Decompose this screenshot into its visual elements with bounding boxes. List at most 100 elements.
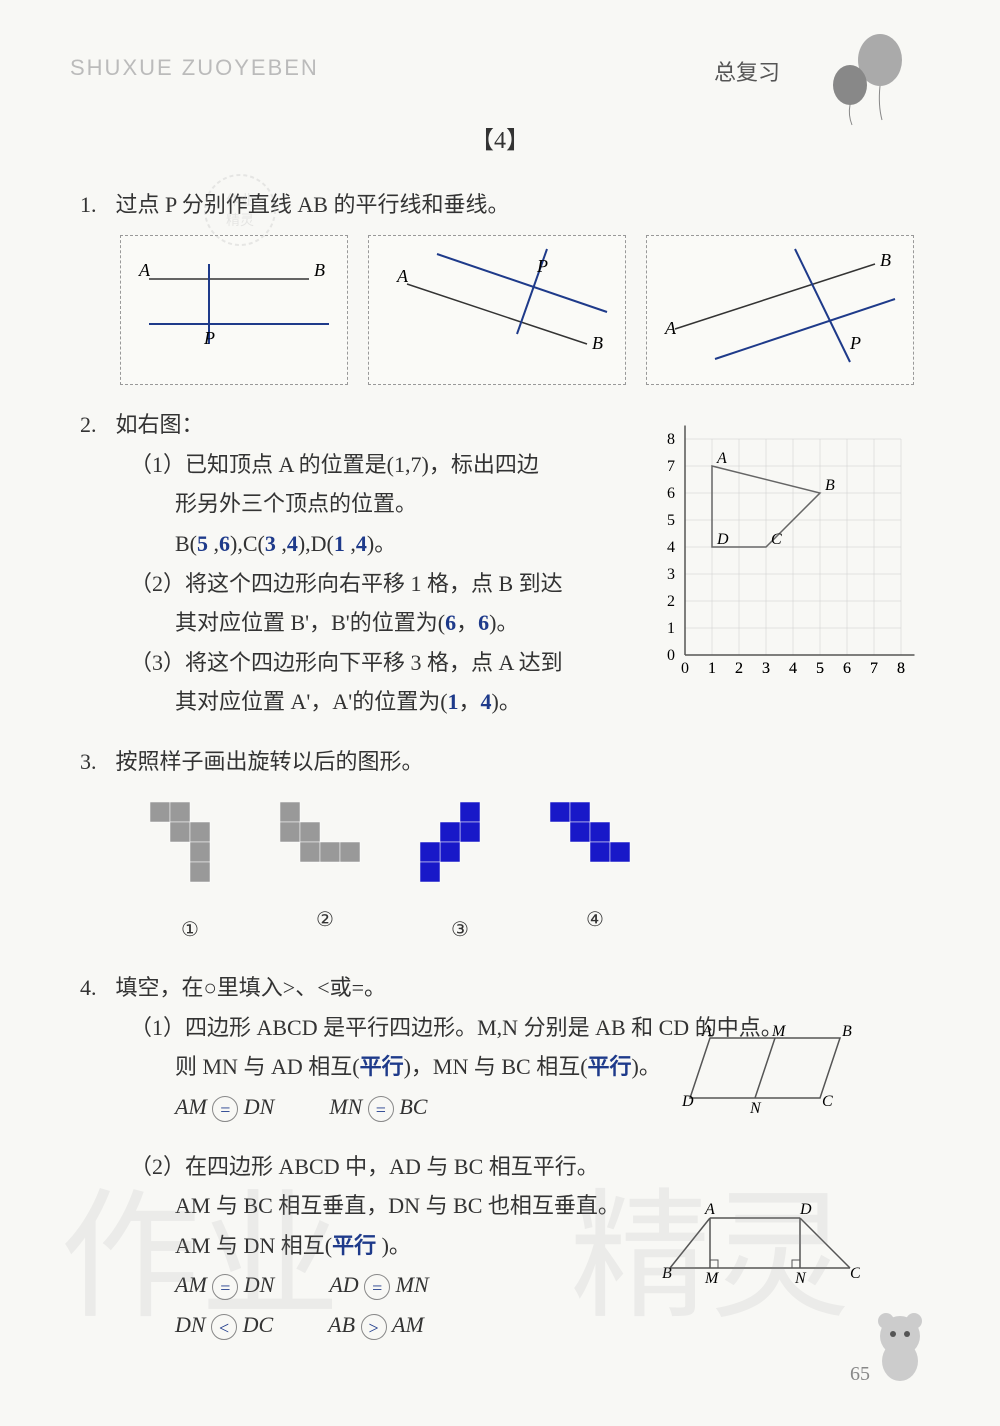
- svg-text:4: 4: [667, 539, 675, 556]
- q1-num: 1.: [80, 185, 110, 225]
- svg-text:A: A: [704, 1201, 715, 1218]
- q2-sub3a: （3）将这个四边形向下平移 3 格，点 A 达到: [130, 643, 630, 683]
- svg-text:作业: 作业: [226, 193, 254, 209]
- ans: 6: [445, 610, 456, 635]
- svg-text:8: 8: [667, 431, 675, 448]
- t: MN: [329, 1094, 362, 1119]
- svg-text:B: B: [314, 260, 325, 280]
- q1-diagram-2: A B P: [368, 235, 626, 386]
- svg-text:B: B: [662, 1265, 672, 1282]
- q3-label-3: ③: [420, 912, 500, 948]
- op: =: [212, 1274, 238, 1300]
- t: ,: [276, 531, 287, 556]
- svg-text:N: N: [749, 1100, 762, 1117]
- svg-text:N: N: [794, 1270, 807, 1287]
- t: ),D(: [298, 531, 334, 556]
- q1-diagram-1: A B P: [120, 235, 348, 386]
- q4-sub2a: （2）在四边形 ABCD 中，AD 与 BC 相互平行。: [130, 1147, 940, 1187]
- t: )。: [367, 531, 396, 556]
- ans: 平行: [588, 1054, 632, 1079]
- stamp-decoration: 作业 精灵: [200, 170, 280, 255]
- op: =: [368, 1096, 394, 1122]
- svg-text:1: 1: [708, 660, 716, 677]
- q3-shape-2: ②: [280, 802, 370, 949]
- t: DN: [244, 1094, 275, 1119]
- q4-sub2f: DN < DC AB > AM: [175, 1305, 940, 1345]
- t: BC: [399, 1094, 427, 1119]
- t: DN: [175, 1312, 206, 1337]
- t: 其对应位置 B'，B'的位置为(: [175, 610, 445, 635]
- svg-text:B: B: [842, 1023, 852, 1040]
- t: ,: [345, 531, 356, 556]
- question-3: 3. 按照样子画出旋转以后的图形。 ① ② ③ ④: [80, 742, 940, 948]
- q2-text: 如右图：: [116, 412, 204, 437]
- svg-text:8: 8: [897, 660, 905, 677]
- q2-sub1a: （1）已知顶点 A 的位置是(1,7)，标出四边: [130, 445, 630, 485]
- t: )。: [376, 1233, 411, 1258]
- svg-text:7: 7: [870, 660, 878, 677]
- q3-shape-4: ④: [550, 802, 640, 949]
- svg-text:M: M: [771, 1023, 787, 1040]
- q3-text: 按照样子画出旋转以后的图形。: [116, 749, 424, 774]
- t: AM: [392, 1312, 424, 1337]
- q4-num: 4.: [80, 968, 110, 1008]
- q1-diagrams: A B P A B P: [120, 235, 940, 386]
- ans: 1: [448, 689, 459, 714]
- t: 则 MN 与 AD 相互(: [175, 1054, 360, 1079]
- svg-text:0: 0: [681, 660, 689, 677]
- svg-text:6: 6: [843, 660, 851, 677]
- svg-text:C: C: [771, 531, 782, 548]
- t: ，: [459, 689, 481, 714]
- svg-text:0: 0: [667, 647, 675, 664]
- content-area: 1. 过点 P 分别作直线 AB 的平行线和垂线。 A B P A B: [80, 185, 940, 1344]
- ans: 平行: [332, 1233, 376, 1258]
- question-4: 4. 填空，在○里填入>、<或=。 （1）四边形 ABCD 是平行四边形。M,N…: [80, 968, 940, 1344]
- ans: 1: [334, 531, 345, 556]
- svg-text:5: 5: [667, 512, 675, 529]
- q2-text-block: 2. 如右图： （1）已知顶点 A 的位置是(1,7)，标出四边 形另外三个顶点…: [80, 405, 630, 722]
- t: DC: [243, 1312, 274, 1337]
- svg-text:3: 3: [667, 566, 675, 583]
- t: AD: [329, 1272, 358, 1297]
- t: AM: [175, 1094, 207, 1119]
- header-title: 总复习: [714, 55, 780, 87]
- svg-text:A: A: [396, 266, 409, 286]
- svg-text:1: 1: [667, 620, 675, 637]
- svg-text:M: M: [704, 1270, 720, 1287]
- q4-fig2: A D B M N C: [660, 1198, 860, 1288]
- q1-diagram-3: A B P: [646, 235, 914, 386]
- t: MN: [396, 1272, 429, 1297]
- svg-text:A: A: [716, 450, 727, 467]
- svg-text:C: C: [822, 1093, 833, 1110]
- t: )。: [489, 610, 518, 635]
- q3-num: 3.: [80, 742, 110, 782]
- q3-shapes-row: ① ② ③ ④: [150, 802, 940, 949]
- q4-fig1: A M B D N C: [680, 1018, 860, 1118]
- op: <: [211, 1314, 237, 1340]
- t: AM: [175, 1272, 207, 1297]
- bear-decoration: [860, 1301, 940, 1396]
- t: AM 与 DN 相互(: [175, 1233, 332, 1258]
- svg-text:B: B: [825, 477, 835, 494]
- q3-label-4: ④: [550, 902, 640, 938]
- q4-text: 填空，在○里填入>、<或=。: [116, 975, 387, 1000]
- t: AB: [328, 1312, 355, 1337]
- t: ,: [208, 531, 219, 556]
- q3-shape-3: ③: [420, 802, 500, 949]
- svg-text:P: P: [203, 328, 215, 348]
- svg-text:C: C: [850, 1265, 860, 1282]
- svg-text:4: 4: [789, 660, 797, 677]
- svg-text:3: 3: [762, 660, 770, 677]
- svg-text:7: 7: [667, 458, 675, 475]
- t: DN: [244, 1272, 275, 1297]
- svg-text:P: P: [536, 256, 548, 276]
- q2-sub2a: （2）将这个四边形向右平移 1 格，点 B 到达: [130, 564, 630, 604]
- q2-sub1b: 形另外三个顶点的位置。: [175, 484, 630, 524]
- q3-shape-1: ①: [150, 802, 230, 949]
- op: >: [361, 1314, 387, 1340]
- svg-text:D: D: [799, 1201, 812, 1218]
- q2-coordinate-chart: 01234567812345678012345678ABCD: [650, 405, 940, 698]
- t: ),C(: [230, 531, 265, 556]
- q3-label-2: ②: [280, 902, 370, 938]
- svg-text:A: A: [701, 1023, 712, 1040]
